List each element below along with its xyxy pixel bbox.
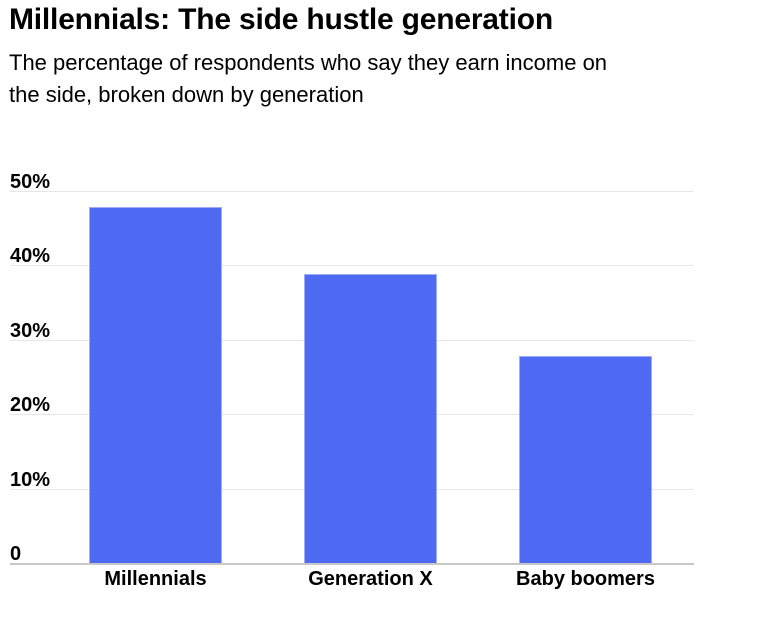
chart-subtitle-line2: the side, broken down by generation	[9, 82, 364, 107]
y-tick-label-10: 10%	[10, 468, 51, 491]
x-axis-line	[10, 563, 694, 565]
y-tick-label-20: 20%	[10, 394, 51, 417]
gridline-50	[10, 191, 694, 192]
gridline-40	[10, 265, 694, 267]
y-tick-label-50: 50%	[10, 171, 51, 193]
y-tick-label-30: 30%	[10, 319, 51, 342]
y-tick-label-40: 40%	[10, 245, 51, 268]
bar-generation-x	[304, 273, 437, 564]
bar-baby-boomers	[519, 355, 652, 564]
chart-subtitle: The percentage of respondents who say th…	[9, 47, 607, 111]
y-tick-label-0: 0	[10, 543, 22, 565]
chart-subtitle-line1: The percentage of respondents who say th…	[9, 50, 608, 75]
x-axis-label-baby-boomers: Baby boomers	[516, 568, 655, 590]
bar-millennials	[89, 206, 222, 564]
chart-title: Millennials: The side hustle generation	[9, 3, 553, 36]
x-axis-label-generation-x: Generation X	[308, 568, 433, 590]
x-axis-label-millennials: Millennials	[104, 568, 207, 590]
